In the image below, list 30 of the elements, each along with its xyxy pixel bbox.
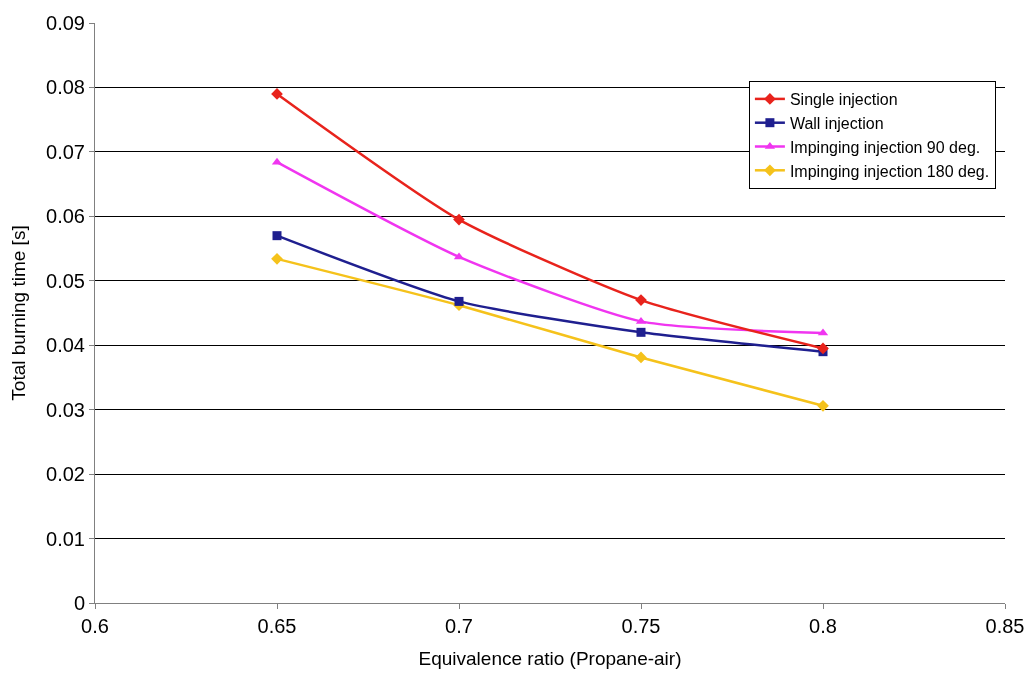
y-tick-label: 0.03: [46, 398, 85, 421]
point: [636, 327, 646, 337]
y-tick-label: 0.08: [46, 76, 85, 99]
point: [454, 296, 464, 306]
legend-label: Impinging injection 90 deg.: [789, 138, 981, 156]
point: [271, 253, 283, 265]
y-tick-label: 0.06: [46, 205, 85, 228]
y-tick-label: 0.02: [46, 463, 85, 486]
x-tick-label: 0.65: [257, 615, 297, 637]
x-tick-label: 0.75: [621, 615, 661, 637]
y-tick-label: 0.01: [46, 527, 85, 550]
point: [635, 351, 647, 364]
y-tick-label: 0.05: [46, 269, 85, 292]
point: [817, 399, 829, 412]
x-tick-label: 0.8: [809, 615, 837, 637]
x-axis-title: Equivalence ratio (Propane-air): [418, 647, 682, 669]
y-axis-title: Total burning time [s]: [7, 225, 29, 401]
x-tick-label: 0.7: [445, 615, 473, 637]
legend-label: Wall injection: [789, 114, 884, 132]
x-tick-label: 0.85: [985, 615, 1025, 637]
legend-label: Impinging injection 180 deg.: [789, 162, 990, 180]
x-tick-label: 0.6: [81, 615, 109, 637]
y-tick-label: 0.07: [46, 140, 85, 163]
y-tick-label: 0: [73, 592, 85, 614]
point: [453, 213, 465, 226]
y-tick-label: 0.09: [46, 12, 85, 34]
point: [272, 231, 282, 241]
point: [817, 342, 829, 355]
legend-label: Single injection: [789, 91, 898, 109]
y-tick-label: 0.04: [46, 334, 85, 357]
